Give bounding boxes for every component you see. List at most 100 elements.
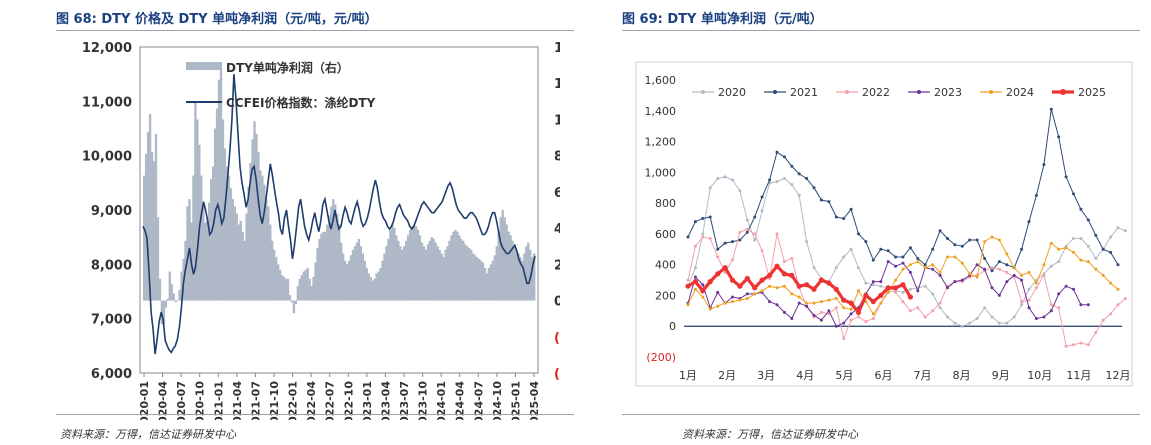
series-point-2020 (731, 178, 734, 182)
series-point-2024 (953, 255, 957, 259)
series-point-2024 (1005, 252, 1009, 256)
series-point-2022 (1020, 300, 1024, 304)
profit-bar (154, 133, 158, 301)
series-point-2024 (1012, 266, 1016, 270)
right-axis-tick: 200 (554, 258, 560, 273)
profit-bar (430, 237, 433, 301)
profit-bar (499, 217, 502, 301)
legend-marker-2024 (989, 90, 993, 94)
series-point-2023 (953, 280, 957, 284)
profit-bar (229, 188, 233, 301)
profit-bar (241, 231, 244, 301)
series-point-2024 (827, 298, 831, 302)
profit-bar (320, 233, 323, 301)
series-point-2021 (842, 217, 846, 220)
series-point-2022 (701, 235, 705, 239)
series-point-2021 (760, 195, 764, 199)
series-point-2025 (863, 292, 869, 298)
series-point-2023 (790, 317, 794, 320)
series-point-2023 (901, 261, 905, 265)
series-point-2025 (885, 285, 891, 291)
profit-bar (471, 253, 475, 301)
series-point-2021 (701, 217, 705, 220)
series-point-2025 (855, 309, 862, 315)
series-point-2023 (1079, 303, 1083, 307)
series-point-2021 (1094, 233, 1098, 237)
profit-bar (361, 253, 365, 301)
series-point-2024 (782, 284, 786, 288)
legend-swatch-profit (186, 62, 222, 70)
series-point-2023 (701, 283, 705, 287)
profit-bar (290, 300, 294, 303)
profit-bar (355, 242, 359, 301)
profit-bar (158, 278, 162, 301)
profit-bar (174, 300, 177, 303)
right-axis-tick: 1200 (554, 77, 560, 92)
figure-69-bottom-rule (622, 414, 1140, 415)
legend-label-2023: 2023 (934, 86, 962, 99)
series-point-2020 (834, 266, 838, 270)
series-point-2025 (893, 285, 899, 291)
profit-bar (269, 224, 272, 301)
profit-bar (385, 246, 388, 301)
x-tick-label: 2021-07 (249, 381, 262, 420)
profit-bar (381, 260, 384, 301)
series-point-2023 (745, 292, 749, 296)
series-point-2025 (848, 300, 854, 306)
series-point-2024 (716, 304, 720, 308)
series-point-2024 (1057, 247, 1061, 251)
x-tick-label: 2020-07 (175, 381, 188, 420)
profit-bar (424, 249, 428, 301)
series-point-2024 (1101, 273, 1105, 277)
series-point-2024 (983, 240, 987, 244)
right-axis-tick: 0 (554, 295, 560, 310)
profit-bar (310, 286, 313, 301)
month-tick-label: 7月 (914, 369, 932, 382)
series-point-2023 (879, 280, 883, 284)
x-tick-label: 2024-01 (435, 381, 448, 420)
series-point-2024 (871, 312, 875, 316)
series-point-2020 (1072, 237, 1075, 240)
series-point-2020 (842, 255, 846, 259)
series-point-2021 (1042, 163, 1046, 167)
series-point-2024 (938, 270, 942, 274)
profit-bar (426, 244, 430, 301)
series-point-2023 (908, 270, 912, 274)
series-point-2022 (1005, 270, 1009, 274)
left-axis-tick: 6,000 (91, 367, 132, 382)
figure-69-top-rule (622, 30, 1140, 31)
profit-bar (231, 199, 235, 301)
x-tick-label: 2023-01 (361, 381, 374, 420)
series-point-2023 (946, 286, 949, 290)
profit-bar (194, 101, 197, 301)
series-point-2021 (1027, 220, 1031, 224)
series-point-2023 (916, 289, 920, 293)
x-tick-label: 2024-10 (491, 381, 504, 420)
series-point-2024 (1020, 273, 1024, 277)
series-point-2021 (864, 240, 868, 244)
series-point-2022 (1101, 318, 1105, 322)
series-point-2024 (1109, 281, 1113, 285)
month-tick-label: 4月 (796, 369, 814, 382)
series-point-2025 (818, 277, 824, 283)
profit-bar (219, 68, 223, 301)
left-axis-tick: 7,000 (91, 313, 132, 328)
series-point-2025 (715, 271, 721, 277)
series-point-2022 (908, 309, 912, 313)
series-point-2024 (960, 261, 964, 265)
series-point-2023 (812, 313, 816, 317)
profit-bar (440, 253, 443, 301)
profit-bar (450, 235, 453, 301)
series-point-2020 (983, 306, 987, 310)
series-point-2021 (931, 247, 935, 251)
profit-bar (497, 231, 500, 301)
series-point-2020 (1109, 235, 1113, 239)
series-point-2021 (997, 260, 1001, 264)
series-point-2022 (901, 300, 905, 304)
profit-bar (519, 257, 522, 301)
month-tick-label: 6月 (874, 369, 892, 382)
month-tick-label: 3月 (757, 369, 775, 382)
series-point-2021 (975, 238, 979, 242)
x-tick-label: 2021-01 (212, 381, 225, 420)
y-axis-tick: 1,200 (645, 136, 677, 149)
